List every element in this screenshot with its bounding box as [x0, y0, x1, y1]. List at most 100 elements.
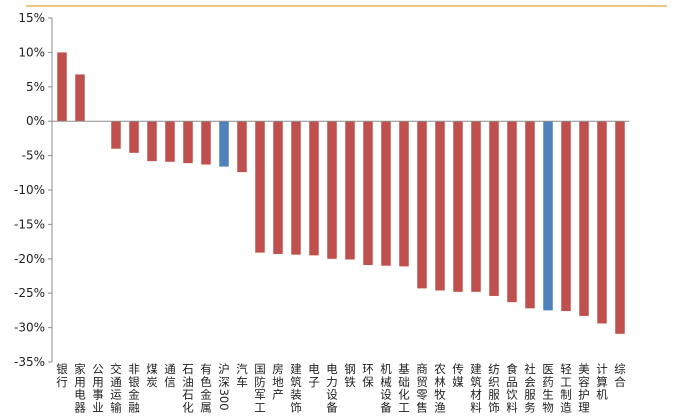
- x-tick-label: 非银金融: [128, 362, 140, 413]
- x-tick-label: 计算机: [596, 362, 608, 402]
- x-tick-label: 机械设备: [380, 362, 392, 413]
- svg-text:建筑材料: 建筑材料: [470, 362, 482, 413]
- y-tick-label: -20%: [14, 252, 45, 266]
- x-tick-label: 房地产: [272, 362, 284, 402]
- y-tick-label: 15%: [18, 11, 45, 25]
- x-tick-label: 煤炭: [146, 362, 158, 389]
- svg-text:轻工制造: 轻工制造: [560, 362, 572, 413]
- bar: [273, 121, 283, 254]
- x-tick-label: 银行: [56, 362, 68, 389]
- x-tick-label: 农林牧渔: [434, 362, 446, 413]
- x-tick-label-digits: 300: [217, 389, 231, 411]
- x-tick-label: 食品饮料: [506, 362, 518, 413]
- y-tick-label: 0%: [26, 114, 45, 128]
- bar: [345, 121, 355, 259]
- y-tick-label: -10%: [14, 183, 45, 197]
- bar: [435, 121, 445, 290]
- bar: [363, 121, 373, 265]
- bar: [453, 121, 463, 292]
- bar: [75, 74, 85, 121]
- svg-text:基础化工: 基础化工: [398, 362, 410, 413]
- x-tick-label: 通信: [164, 362, 176, 389]
- bar: [597, 121, 607, 323]
- x-tick-label: 美容护理: [578, 362, 590, 413]
- y-tick-label: -30%: [14, 321, 45, 335]
- svg-text:汽车: 汽车: [236, 362, 248, 389]
- svg-text:石油石化: 石油石化: [182, 362, 194, 413]
- x-tick-label: 石油石化: [182, 362, 194, 413]
- y-tick-label: -5%: [22, 149, 45, 163]
- bar: [309, 121, 319, 255]
- y-tick-label: 10%: [18, 45, 45, 59]
- svg-text:电子: 电子: [308, 362, 320, 389]
- svg-text:计算机: 计算机: [596, 362, 608, 402]
- bar: [579, 121, 589, 316]
- bar: [327, 121, 337, 259]
- bar: [417, 121, 427, 288]
- bar: [471, 121, 481, 292]
- x-tick-label: 钢铁: [344, 362, 356, 389]
- svg-text:食品饮料: 食品饮料: [506, 362, 518, 413]
- bar: [183, 121, 193, 163]
- x-tick-label: 环保: [362, 362, 374, 389]
- x-tick-label: 国防军工: [254, 362, 266, 413]
- x-tick-label: 建筑材料: [470, 362, 482, 413]
- y-axis-ticks: 15% 10% 5% 0% -5% -10% -15% -20% -25% -30% -35%: [14, 11, 52, 369]
- bars-group: [57, 52, 625, 333]
- bar: [129, 121, 139, 153]
- x-tick-label: 基础化工: [398, 362, 410, 413]
- svg-text:公用事业: 公用事业: [92, 362, 104, 413]
- bar: [489, 121, 499, 296]
- svg-text:钢铁: 钢铁: [344, 362, 356, 389]
- x-tick-label: 公用事业: [92, 362, 104, 413]
- bar: [525, 121, 535, 308]
- bar: [543, 121, 553, 310]
- y-tick-label: -35%: [14, 355, 45, 369]
- svg-text:非银金融: 非银金融: [128, 362, 140, 413]
- x-tick-label: 家用电器: [74, 362, 86, 413]
- svg-text:美容护理: 美容护理: [578, 362, 590, 413]
- svg-text:国防军工: 国防军工: [254, 362, 266, 413]
- svg-text:商贸零售: 商贸零售: [416, 362, 428, 413]
- svg-text:通信: 通信: [164, 362, 176, 389]
- x-tick-label: 医药生物: [542, 362, 554, 413]
- svg-text:纺织服饰: 纺织服饰: [488, 362, 500, 413]
- x-tick-label: 社会服务: [524, 362, 536, 413]
- svg-text:机械设备: 机械设备: [380, 362, 392, 413]
- bar: [507, 121, 517, 302]
- svg-text:沪深: 沪深: [218, 362, 230, 389]
- svg-text:煤炭: 煤炭: [146, 362, 158, 389]
- svg-text:有色金属: 有色金属: [200, 362, 212, 413]
- bar: [219, 121, 229, 166]
- x-tick-label: 纺织服饰: [488, 362, 500, 413]
- bar: [57, 52, 67, 121]
- x-tick-label: 轻工制造: [560, 362, 572, 413]
- x-tick-label: 综合: [614, 362, 626, 389]
- svg-text:电力设备: 电力设备: [326, 362, 338, 413]
- svg-text:银行: 银行: [56, 362, 68, 389]
- svg-text:农林牧渔: 农林牧渔: [434, 362, 446, 413]
- svg-text:环保: 环保: [362, 362, 374, 389]
- bar: [399, 121, 409, 266]
- y-tick-label: -25%: [14, 286, 45, 300]
- svg-text:综合: 综合: [614, 362, 626, 389]
- svg-text:交通运输: 交通运输: [110, 362, 122, 413]
- y-tick-label: 5%: [26, 80, 45, 94]
- bar: [147, 121, 157, 161]
- y-tick-label: -15%: [14, 217, 45, 231]
- bar: [111, 121, 121, 149]
- x-tick-label: 传媒: [452, 362, 464, 389]
- bar: [165, 121, 175, 162]
- x-tick-label: 交通运输: [110, 362, 122, 413]
- svg-text:家用电器: 家用电器: [74, 362, 86, 413]
- bar: [381, 121, 391, 265]
- x-tick-label: 电力设备: [326, 362, 338, 413]
- x-tick-label: 商贸零售: [416, 362, 428, 413]
- x-tick-label: 汽车: [236, 362, 248, 389]
- x-tick-label: 建筑装饰: [290, 362, 302, 413]
- bar: [237, 121, 247, 172]
- svg-text:社会服务: 社会服务: [524, 362, 536, 413]
